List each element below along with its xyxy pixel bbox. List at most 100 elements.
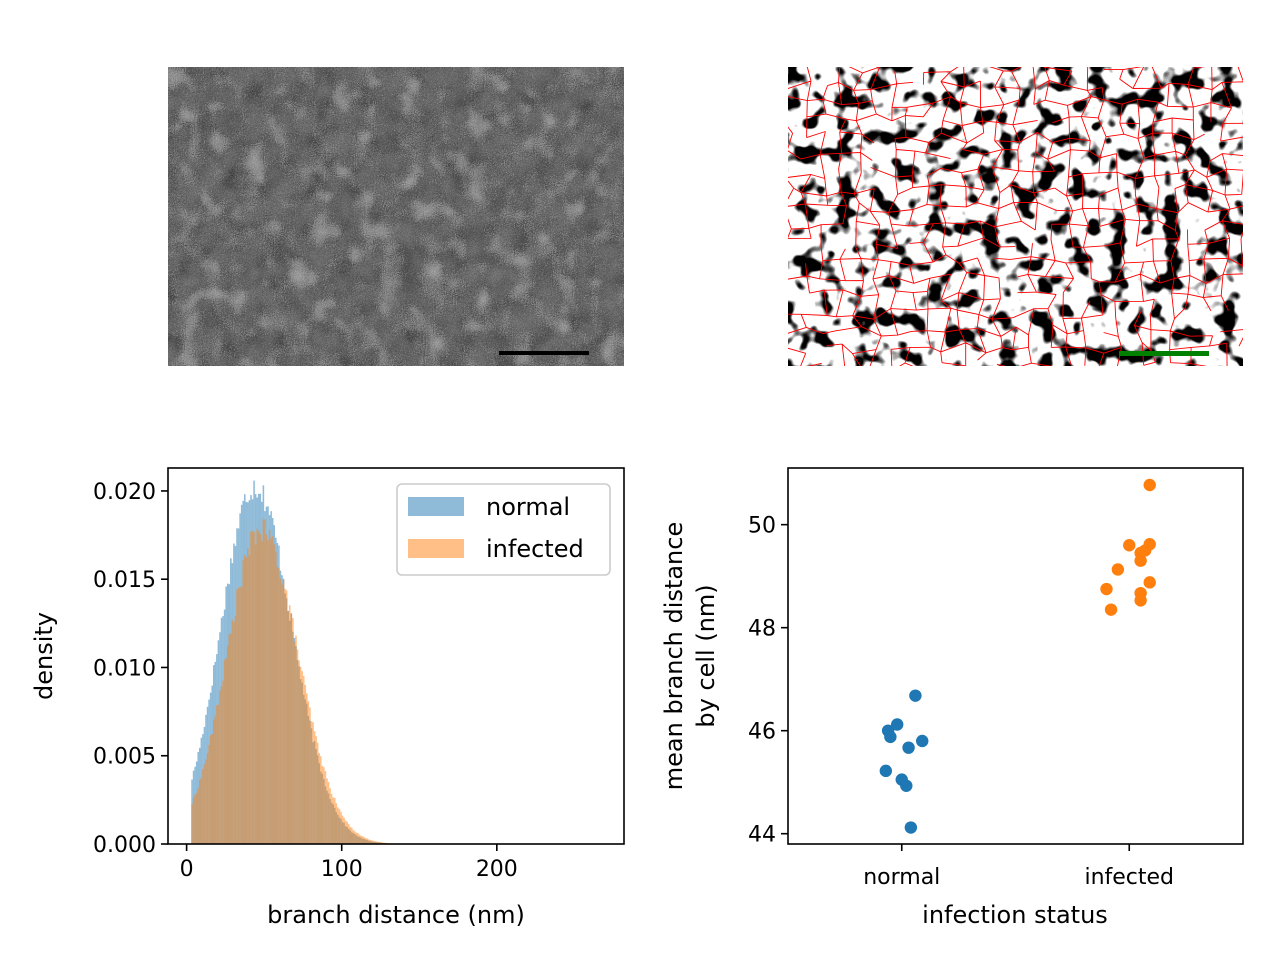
histogram-bar-infected [320,756,322,844]
histogram-x-tick-label: 200 [476,857,518,882]
histogram-bar-infected [369,839,372,844]
histogram-bar-infected [310,721,313,844]
histogram-bar-infected [326,778,328,844]
histogram-bar-infected [254,544,257,844]
histogram-bar-infected [247,548,249,844]
histogram-bar-infected [262,519,265,844]
histogram-bar-infected [230,633,232,844]
strip-plot-y-axis-label-line1: mean branch distance [660,522,688,790]
histogram-bar-infected [195,792,198,844]
histogram-bar-infected [366,838,369,844]
histogram-bar-infected [361,836,364,844]
histogram-bar-infected [259,533,262,844]
histogram-bar-infected [222,680,224,844]
histogram-bar-infected [226,645,229,844]
histogram-bar-infected [332,797,334,844]
strip-plot-y-axis-label-line2: by cell (nm) [692,584,720,727]
strip-point-normal [900,779,913,792]
histogram-bar-infected [275,551,277,844]
histogram-bar-infected [324,771,327,844]
histogram-bar-infected [240,586,243,844]
histogram-bar-infected [211,733,213,844]
strip-plot-panel: 44 46 48 50 normal infected infection status… [660,467,1244,929]
strip-y-tick-label: 48 [748,617,776,642]
histogram-y-tick-label: 0.010 [93,656,156,681]
histogram-bar-infected [231,619,234,844]
histogram-bar-infected [343,817,345,844]
histogram-bar-infected [239,587,241,844]
skeleton-blobs [788,67,1243,366]
histogram-bar-infected [279,578,282,844]
histogram-bar-infected [206,753,209,844]
histogram-bar-infected [321,765,324,844]
histogram-bar-infected [265,534,268,844]
strip-y-tick-label: 44 [748,823,776,848]
histogram-bar-infected [233,621,235,844]
histogram-bar-infected [377,841,379,844]
strip-x-tick-label: normal [863,865,940,890]
strip-y-tick-label: 46 [748,720,776,745]
histogram-bar-infected [236,589,238,844]
histogram-bar-infected [296,649,299,844]
legend-swatch-normal [408,497,464,516]
strip-x-tick-label: infected [1084,865,1174,890]
histogram-bar-infected [234,616,237,844]
histogram-bar-infected [282,579,285,844]
histogram-bar-infected [368,839,370,844]
histogram-bar-infected [285,590,288,844]
histogram-bar-infected [358,834,361,844]
legend-label-infected: infected [486,535,584,563]
histogram-x-ticks: 0 100 200 [180,844,518,882]
legend-label-normal: normal [486,493,570,521]
histogram-bar-infected [333,797,336,844]
histogram-bar-infected [192,797,195,844]
skeleton-panel [788,67,1243,366]
histogram-bars [191,480,400,844]
histogram-bar-infected [349,826,352,844]
histogram-y-tick-label: 0.020 [93,480,156,505]
histogram-bar-infected [299,666,302,844]
histogram-bar-infected [380,842,383,844]
histogram-bar-infected [250,531,252,844]
skeleton-scale-bar [1119,351,1209,356]
histogram-bar-infected [284,588,286,844]
strip-point-normal [909,689,922,702]
histogram-bar-infected [298,660,300,844]
histogram-bar-infected [223,659,226,844]
strip-point-normal [879,764,893,778]
histogram-bar-infected [208,745,210,844]
histogram-bar-infected [228,634,231,844]
strip-point-normal [884,730,897,744]
histogram-bar-infected [293,641,296,844]
histogram-bar-infected [276,566,279,844]
strip-plot-points [879,478,1156,834]
histogram-bar-infected [302,675,305,844]
histogram-bar-infected [295,635,297,844]
histogram-bar-infected [301,671,303,844]
histogram-bar-infected [290,613,293,844]
legend-swatch-infected [408,539,464,558]
histogram-bar-infected [225,657,227,844]
histogram-y-axis-label: density [30,612,58,700]
histogram-bar-infected [352,829,355,844]
histogram-bar-infected [344,820,347,844]
histogram-bar-infected [245,557,248,844]
histogram-x-tick-label: 100 [321,857,363,882]
strip-point-infected [1111,563,1125,576]
histogram-bar-infected [315,736,317,844]
histogram-bar-infected [273,544,276,844]
histogram-bar-infected [341,815,344,844]
histogram-bar-infected [219,690,221,844]
strip-point-normal [891,718,904,731]
histogram-y-tick-label: 0.015 [93,568,156,593]
histogram-bar-infected [307,701,310,844]
histogram-bar-infected [340,811,342,844]
histogram-bar-infected [363,837,365,844]
histogram-bar-infected [281,584,283,844]
strip-y-tick-label: 50 [748,514,776,539]
histogram-bar-infected [270,538,272,844]
micrograph-texture [168,67,624,366]
histogram-y-tick-label: 0.000 [93,833,156,858]
strip-plot-y-ticks: 44 46 48 50 [748,514,788,848]
histogram-bar-infected [351,827,353,844]
